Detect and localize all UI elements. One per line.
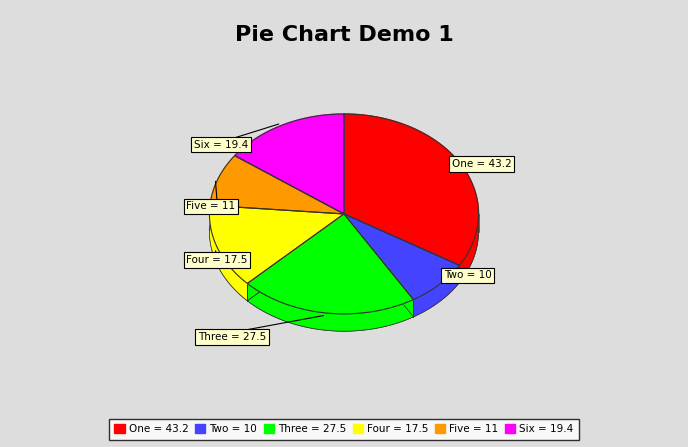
Text: Five = 11: Five = 11 (186, 201, 235, 211)
Polygon shape (344, 214, 460, 299)
Text: One = 43.2: One = 43.2 (451, 159, 511, 169)
Legend: One = 43.2, Two = 10, Three = 27.5, Four = 17.5, Five = 11, Six = 19.4: One = 43.2, Two = 10, Three = 27.5, Four… (109, 419, 579, 439)
Polygon shape (248, 283, 413, 331)
Text: Pie Chart Demo 1: Pie Chart Demo 1 (235, 25, 453, 45)
Text: Two = 10: Two = 10 (444, 270, 492, 280)
Polygon shape (209, 214, 479, 331)
Polygon shape (248, 214, 413, 314)
Polygon shape (210, 156, 344, 214)
Polygon shape (209, 213, 248, 301)
Polygon shape (460, 214, 479, 283)
Polygon shape (235, 114, 344, 214)
Text: Three = 27.5: Three = 27.5 (198, 332, 266, 342)
Polygon shape (209, 206, 344, 283)
Text: Four = 17.5: Four = 17.5 (186, 255, 248, 265)
Polygon shape (344, 114, 479, 266)
Text: Six = 19.4: Six = 19.4 (194, 140, 248, 150)
Polygon shape (413, 266, 460, 317)
